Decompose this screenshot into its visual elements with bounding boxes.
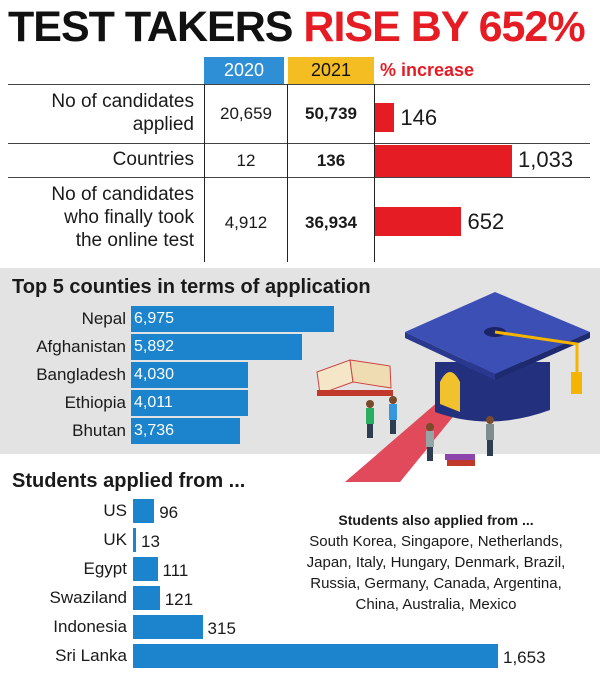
applied-value-label: 13 bbox=[141, 532, 160, 551]
top5-bar bbox=[131, 390, 248, 416]
country-label: Swaziland bbox=[49, 588, 128, 607]
top5-bar bbox=[131, 334, 303, 360]
table-cell-2020: 20,659 bbox=[220, 104, 272, 123]
also-applied-list: South Korea, Singapore, Netherlands, Jap… bbox=[276, 531, 596, 615]
applied-value-label: 315 bbox=[207, 619, 236, 638]
country-label: Nepal bbox=[81, 309, 126, 328]
pct-value-label: 652 bbox=[467, 209, 505, 234]
row-label-line: No of candidates bbox=[51, 91, 194, 112]
red-carpet-shape bbox=[345, 400, 465, 482]
table-cell-2021: 36,934 bbox=[305, 213, 357, 232]
also-applied-line: Japan, Italy, Hungary, Denmark, Brazil, bbox=[306, 554, 566, 571]
also-applied-line: Russia, Germany, Canada, Argentina, bbox=[310, 575, 562, 592]
top5-bar bbox=[131, 362, 249, 388]
applied-from-title: Students applied from ... bbox=[12, 470, 246, 492]
row-label-line: Countries bbox=[112, 149, 194, 170]
country-label: Afghanistan bbox=[36, 337, 126, 356]
table-top-line bbox=[8, 84, 590, 85]
country-label: Ethiopia bbox=[64, 393, 126, 412]
country-label: Bangladesh bbox=[36, 365, 126, 384]
top5-value-label: 5,892 bbox=[134, 338, 175, 355]
pct-value-label: 1,033 bbox=[518, 147, 574, 172]
row-label-line: No of candidates bbox=[51, 184, 194, 205]
also-applied-title: Students also applied from ... bbox=[338, 512, 534, 528]
table-row-label: Countries bbox=[8, 148, 194, 171]
pct-value-label: 146 bbox=[400, 105, 438, 130]
table-row-label: No of candidates who finally took the on… bbox=[8, 183, 194, 252]
top5-value-label: 4,030 bbox=[134, 366, 175, 383]
applied-bar bbox=[133, 528, 136, 552]
table-divider bbox=[204, 84, 205, 262]
pct-bar bbox=[375, 103, 395, 132]
table-cell-2020: 12 bbox=[236, 151, 256, 170]
applied-bar bbox=[133, 557, 158, 581]
book-stack bbox=[447, 460, 475, 466]
applied-value-label: 121 bbox=[164, 590, 194, 609]
row-label-line: the online test bbox=[75, 230, 194, 251]
applied-bar bbox=[133, 499, 155, 523]
applied-value-label: 111 bbox=[162, 561, 189, 580]
col-header-2020: 2020 bbox=[204, 57, 284, 84]
table-row-line bbox=[8, 177, 590, 178]
col-header-2021: 2021 bbox=[288, 57, 374, 84]
table-divider bbox=[374, 84, 375, 262]
applied-bar bbox=[133, 644, 498, 668]
pct-bar bbox=[375, 207, 462, 236]
table-row-label: No of candidates applied bbox=[8, 90, 194, 136]
country-label: Indonesia bbox=[53, 617, 127, 636]
headline: TEST TAKERS RISE BY 652% bbox=[8, 2, 586, 52]
country-label: Bhutan bbox=[72, 421, 126, 440]
applied-bar bbox=[133, 615, 203, 639]
table-cell-2021: 50,739 bbox=[305, 104, 357, 123]
table-cell-2020: 4,912 bbox=[224, 213, 268, 232]
top5-bar bbox=[131, 418, 240, 444]
table-row-line bbox=[8, 143, 590, 144]
book-base bbox=[317, 390, 393, 396]
applied-bar bbox=[133, 586, 160, 610]
top5-value-label: 3,736 bbox=[134, 422, 175, 439]
table-divider bbox=[287, 84, 288, 262]
country-label: Egypt bbox=[83, 559, 127, 578]
top5-title: Top 5 counties in terms of application bbox=[12, 276, 371, 298]
table-cell-2021: 136 bbox=[316, 151, 346, 170]
country-label: US bbox=[103, 501, 127, 520]
cap-body bbox=[435, 362, 550, 422]
applied-value-label: 1,653 bbox=[503, 648, 546, 667]
col-header-pct: % increase bbox=[380, 60, 475, 80]
row-label-line: applied bbox=[132, 114, 194, 135]
top5-bar bbox=[131, 306, 334, 332]
graduation-cap-illustration bbox=[316, 292, 590, 482]
book-right-page bbox=[349, 359, 392, 389]
cap-gold-arc bbox=[440, 372, 460, 412]
top5-value-label: 6,975 bbox=[134, 310, 175, 327]
country-label: Sri Lanka bbox=[55, 646, 127, 665]
cap-board-side bbox=[405, 332, 495, 380]
cap-tassel bbox=[571, 372, 582, 394]
book-stack bbox=[445, 454, 475, 460]
cap-tassel-cord bbox=[494, 330, 579, 374]
student-figures bbox=[366, 396, 494, 461]
row-label-line: who finally took bbox=[64, 207, 194, 228]
applied-value-label: 96 bbox=[159, 503, 179, 522]
headline-part1: TEST TAKERS bbox=[8, 3, 293, 51]
book-left-page bbox=[316, 359, 354, 395]
top5-value-label: 4,011 bbox=[134, 394, 173, 411]
headline-part2: RISE BY 652% bbox=[303, 3, 585, 51]
also-applied-line: South Korea, Singapore, Netherlands, bbox=[309, 533, 563, 550]
country-label: UK bbox=[103, 530, 127, 549]
cap-board-side bbox=[495, 332, 590, 380]
also-applied-line: China, Australia, Mexico bbox=[355, 596, 517, 613]
pct-bar bbox=[375, 145, 512, 177]
